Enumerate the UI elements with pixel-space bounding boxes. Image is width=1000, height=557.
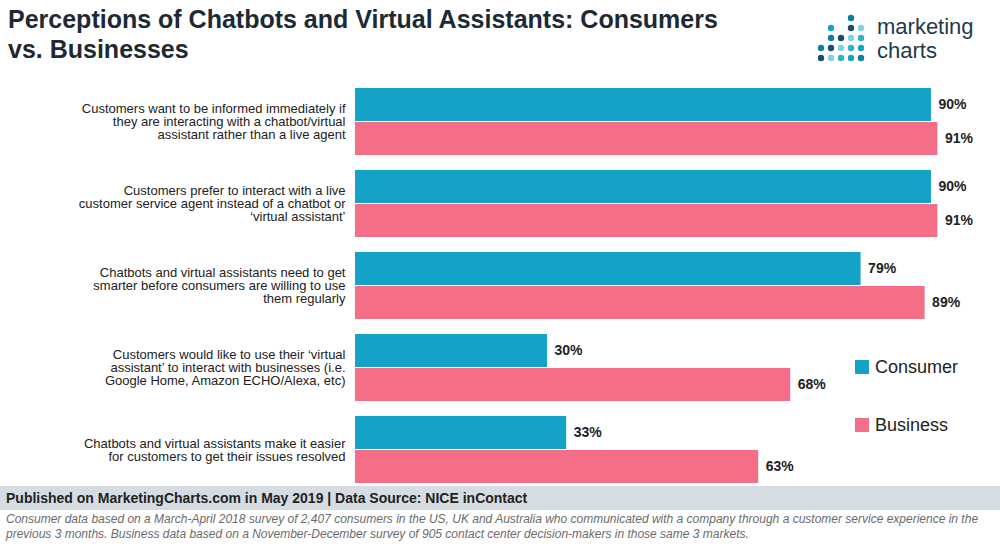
svg-text:79%: 79% <box>868 260 897 276</box>
html-text:Consumer data based on a March: Consumer data based on a March-April 201… <box>6 512 979 541</box>
svg-text:Customers prefer to interact w: Customers prefer to interact with a live… <box>79 183 346 224</box>
svg-text:68%: 68% <box>798 376 827 392</box>
svg-text:Customers want to be informed: Customers want to be informed immediatel… <box>82 101 346 142</box>
html-text:Consumer: Consumer <box>875 356 958 377</box>
svg-text:91%: 91% <box>945 130 974 146</box>
svg-text:33%: 33% <box>574 424 603 440</box>
svg-text:Chatbots and virtual assistant: Chatbots and virtual assistants make it … <box>84 436 346 464</box>
svg-text:63%: 63% <box>766 458 795 474</box>
html-text:Perceptions of Chatbots and Vi: Perceptions of Chatbots and Virtual Assi… <box>8 5 718 63</box>
svg-text:marketing: marketing <box>877 14 974 39</box>
svg-text:charts: charts <box>877 38 937 63</box>
html-text:Business: Business <box>875 414 948 435</box>
svg-text:30%: 30% <box>555 342 584 358</box>
svg-text:89%: 89% <box>932 294 961 310</box>
html-text:Published on MarketingCharts.c: Published on MarketingCharts.com in May … <box>6 490 528 506</box>
svg-text:90%: 90% <box>939 178 968 194</box>
svg-text:Customers would like to use th: Customers would like to use their ‘virtu… <box>105 347 346 388</box>
svg-text:Chatbots and virtual assistant: Chatbots and virtual assistants need to … <box>93 265 346 306</box>
svg-text:90%: 90% <box>939 96 968 112</box>
svg-text:91%: 91% <box>945 212 974 228</box>
